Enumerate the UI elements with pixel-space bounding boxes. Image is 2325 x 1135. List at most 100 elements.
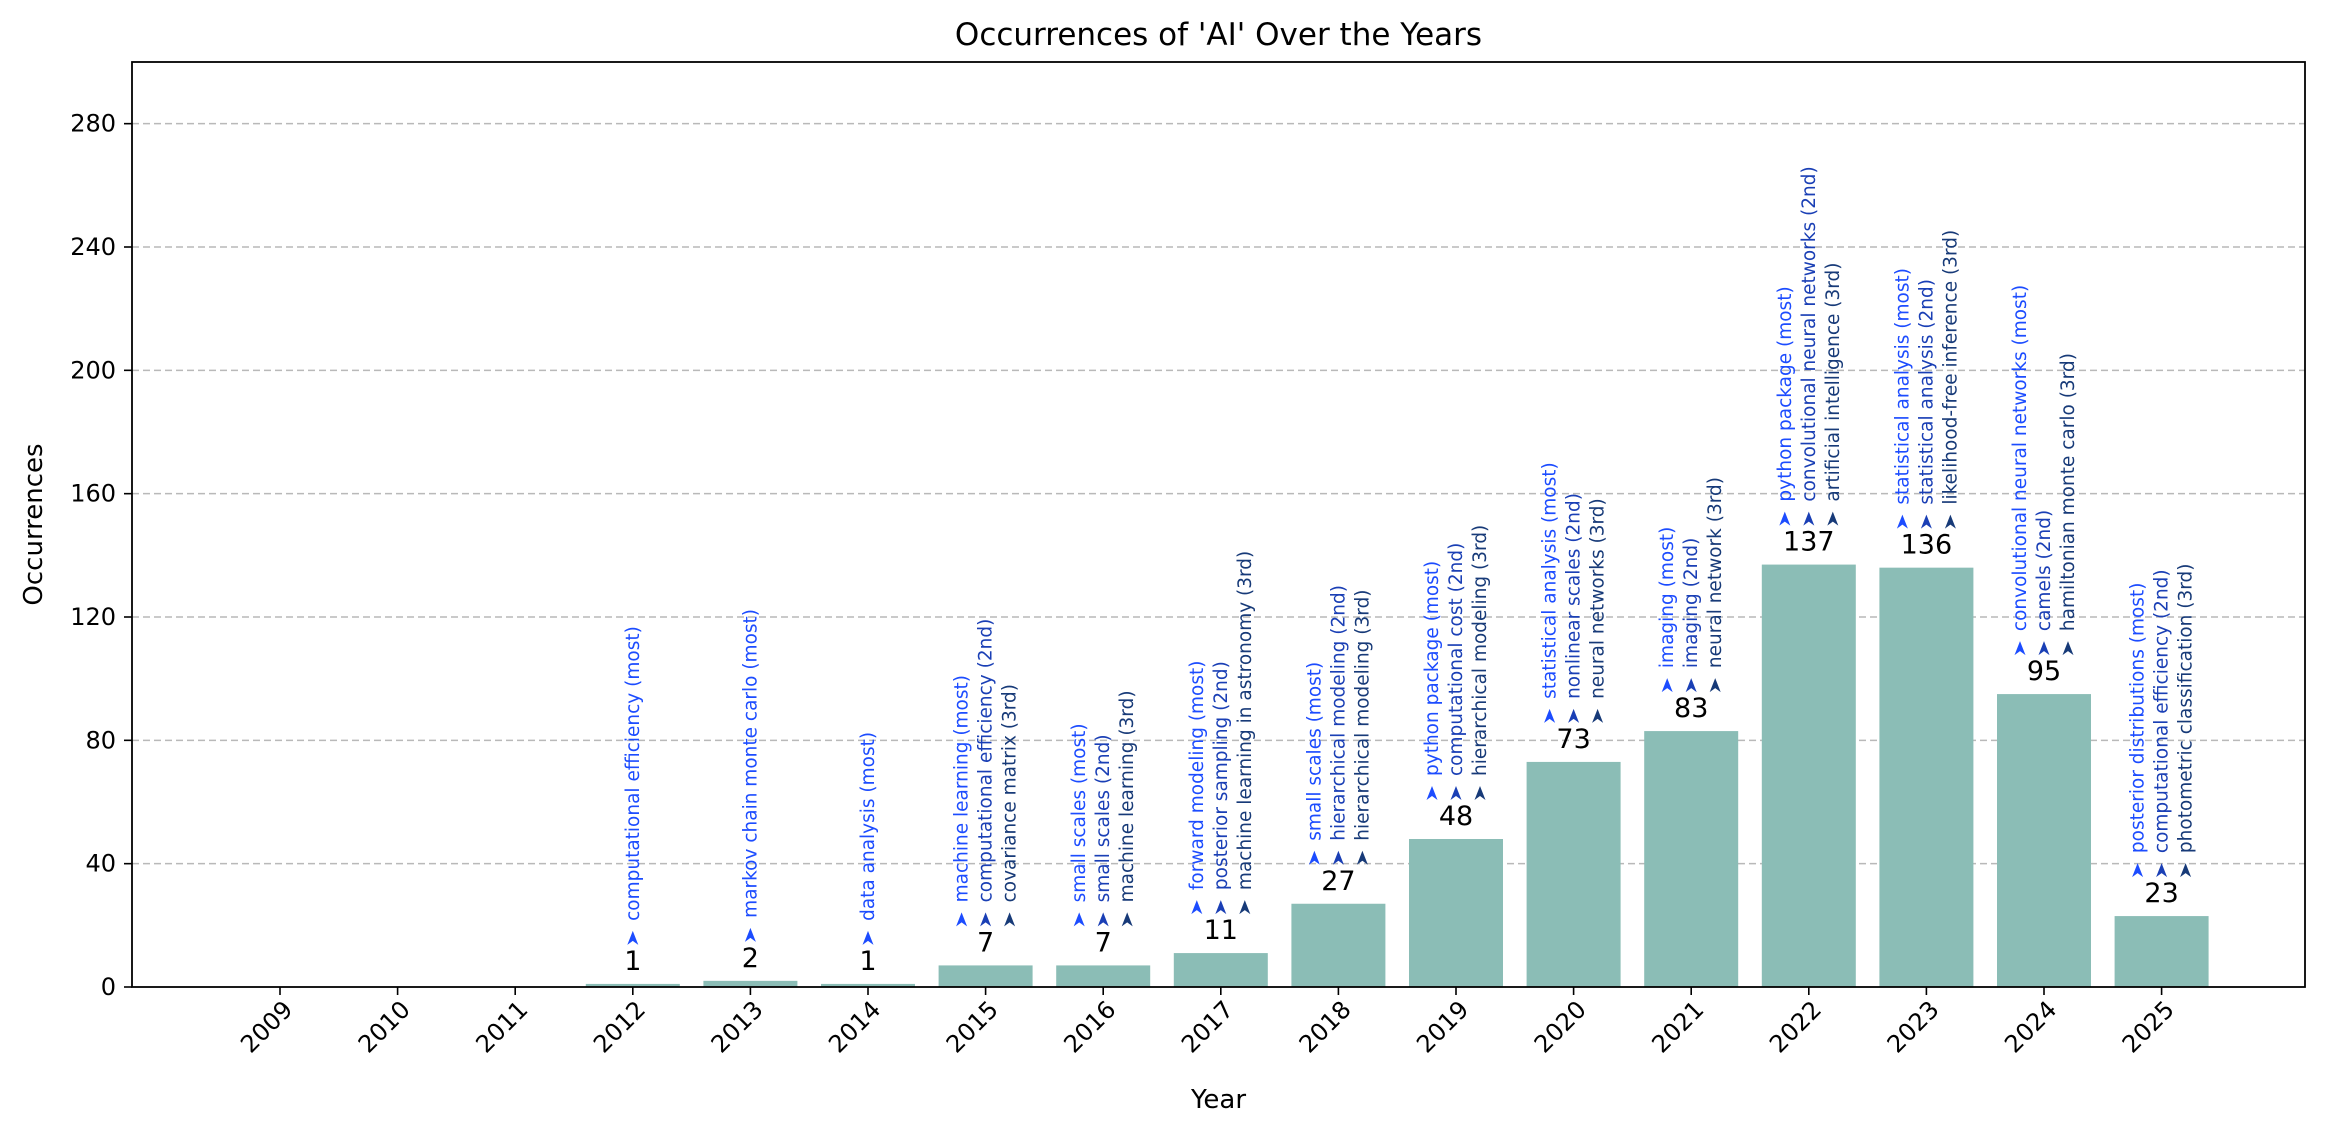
- arrow-icon: [1097, 912, 1109, 927]
- value-label: 2: [742, 943, 759, 974]
- value-label: 27: [1321, 866, 1355, 897]
- keyword-annotation: python package (most): [1422, 561, 1443, 800]
- keyword-annotation: photometric classification (3rd): [2176, 563, 2197, 878]
- y-axis-title: Occurrences: [19, 443, 49, 605]
- keyword-label: machine learning (3rd): [1117, 690, 1138, 902]
- keyword-label: hierarchical modeling (3rd): [1470, 525, 1491, 776]
- arrow-icon: [1332, 850, 1344, 865]
- bar: [1291, 903, 1386, 987]
- value-label: 83: [1674, 693, 1708, 724]
- value-label: 7: [977, 927, 994, 958]
- keyword-label: artificial intelligence (3rd): [1823, 262, 1844, 501]
- keyword-label: neural networks (3rd): [1588, 498, 1609, 699]
- arrow-icon: [2038, 641, 2050, 656]
- value-label: 1: [859, 946, 876, 977]
- keyword-label: likelihood-free inference (3rd): [1940, 230, 1961, 505]
- y-tick-label: 120: [70, 603, 116, 631]
- keyword-annotation: likelihood-free inference (3rd): [1940, 230, 1961, 529]
- keyword-label: camels (2nd): [2034, 510, 2055, 631]
- value-label: 11: [1204, 915, 1238, 946]
- arrow-icon: [1803, 511, 1815, 526]
- keyword-annotation: nonlinear scales (2nd): [1564, 493, 1585, 723]
- keyword-label: photometric classification (3rd): [2176, 563, 2197, 853]
- bars: [585, 564, 2209, 987]
- keyword-label: python package (most): [1422, 561, 1443, 776]
- arrow-icon: [1073, 912, 1085, 927]
- keyword-annotation: covariance matrix (3rd): [1000, 684, 1021, 927]
- arrow-icon: [2156, 863, 2168, 878]
- y-tick-label: 80: [85, 726, 116, 754]
- arrow-icon: [1191, 900, 1203, 915]
- keyword-label: computational efficiency (most): [623, 626, 644, 921]
- arrow-icon: [1779, 511, 1791, 526]
- keyword-annotation: markov chain monte carlo (most): [740, 609, 761, 942]
- arrow-icon: [1121, 912, 1133, 927]
- keyword-annotation: imaging (most): [1657, 527, 1678, 693]
- arrow-icon: [980, 912, 992, 927]
- keyword-label: machine learning (most): [952, 675, 973, 902]
- value-label: 1: [624, 946, 641, 977]
- y-tick-label: 160: [70, 480, 116, 508]
- chart-title: Occurrences of 'AI' Over the Years: [955, 17, 1482, 53]
- keyword-annotation: computational efficiency (2nd): [2152, 569, 2173, 878]
- keyword-annotation: data analysis (most): [858, 732, 879, 945]
- bar: [1644, 731, 1739, 987]
- arrow-icon: [1920, 514, 1932, 529]
- plot-frame: [131, 61, 2306, 988]
- bar: [1409, 839, 1503, 987]
- arrow-icon: [627, 930, 639, 945]
- keyword-label: computational cost (2nd): [1446, 543, 1467, 776]
- keyword-annotation: statistical analysis (2nd): [1916, 279, 1937, 529]
- keyword-annotation: camels (2nd): [2034, 510, 2055, 656]
- arrow-icon: [1896, 514, 1908, 529]
- keyword-annotation: computational efficiency (2nd): [976, 619, 997, 927]
- keyword-annotation: neural networks (3rd): [1588, 498, 1609, 723]
- arrow-icon: [1239, 900, 1251, 915]
- arrow-icon: [1450, 786, 1462, 800]
- keyword-label: imaging (most): [1657, 527, 1678, 668]
- value-label: 48: [1439, 801, 1473, 832]
- arrow-icon: [2014, 641, 2026, 656]
- keyword-label: python package (most): [1775, 286, 1796, 501]
- keyword-annotation: computational cost (2nd): [1446, 543, 1467, 800]
- bar: [1879, 567, 1974, 987]
- value-label: 95: [2027, 656, 2061, 687]
- bar: [703, 980, 798, 987]
- keyword-label: imaging (2nd): [1681, 538, 1702, 668]
- keyword-annotation: small scales (most): [1069, 723, 1090, 927]
- arrow-icon: [1685, 678, 1697, 693]
- keyword-label: neural network (3rd): [1705, 477, 1726, 668]
- keyword-label: hamiltonian monte carlo (3rd): [2058, 353, 2079, 631]
- value-label: 136: [1901, 530, 1953, 561]
- keyword-label: forward modeling (most): [1187, 661, 1208, 891]
- bar: [585, 983, 680, 987]
- keyword-label: computational efficiency (2nd): [2152, 569, 2173, 853]
- arrow-icon: [1474, 786, 1486, 800]
- keyword-annotation: posterior distributions (most): [2128, 583, 2149, 878]
- bar: [1173, 953, 1268, 987]
- keyword-label: computational efficiency (2nd): [976, 619, 997, 903]
- value-label: 23: [2144, 878, 2178, 909]
- y-tick-label: 0: [101, 973, 116, 1001]
- keyword-label: statistical analysis (most): [1892, 268, 1913, 505]
- bar: [1997, 694, 2091, 987]
- keyword-annotations: computational efficiency (most) markov ch…: [623, 166, 2197, 945]
- keyword-label: small scales (most): [1069, 723, 1090, 902]
- keyword-annotation: python package (most): [1775, 286, 1796, 526]
- arrow-icon: [1568, 708, 1580, 723]
- bar: [1056, 965, 1151, 987]
- keyword-label: posterior distributions (most): [2128, 583, 2149, 854]
- y-tick-label: 40: [85, 850, 116, 878]
- keyword-annotation: convolutional neural networks (most): [2010, 285, 2031, 656]
- keyword-annotation: imaging (2nd): [1681, 538, 1702, 693]
- keyword-annotation: hierarchical modeling (3rd): [1470, 525, 1491, 800]
- arrow-icon: [862, 930, 874, 945]
- keyword-annotation: machine learning (3rd): [1117, 690, 1138, 927]
- keyword-label: nonlinear scales (2nd): [1564, 493, 1585, 699]
- keyword-label: statistical analysis (2nd): [1916, 279, 1937, 505]
- arrow-icon: [744, 927, 756, 942]
- bar: [1761, 564, 1856, 987]
- keyword-annotation: computational efficiency (most): [623, 626, 644, 945]
